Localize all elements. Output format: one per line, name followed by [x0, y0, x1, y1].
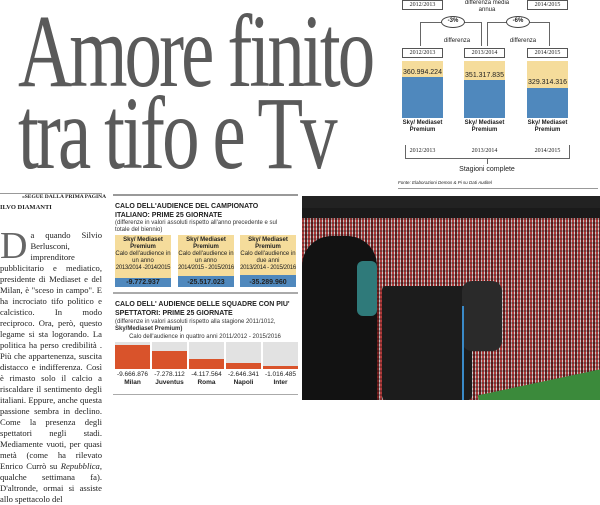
- team-value: -2.646.341: [227, 371, 260, 378]
- team-bar-fill: [189, 359, 224, 369]
- headline-line-1: Amore finito: [18, 0, 375, 109]
- season-bar-1: 360.994.224: [402, 61, 443, 118]
- season-label: Sky/ Mediaset Premium: [527, 120, 568, 133]
- source-note: Fonte: Elaborazioni Demos & Pi su Dati A…: [398, 180, 492, 185]
- season-bar-3: 329.314.316: [527, 61, 568, 118]
- season-bottom: 2013/2014: [471, 148, 498, 154]
- team-bar-juventus: [152, 342, 187, 369]
- teams-note: (differenze in valori assoluti rispetto …: [115, 319, 276, 332]
- team-name: Roma: [197, 379, 216, 386]
- season-label: Sky/ Mediaset Premium: [402, 120, 443, 133]
- team-label: -1.016.485 Inter: [262, 371, 299, 387]
- newspaper-name: Repubblica: [60, 461, 100, 471]
- teams-title: CALO DELL' AUDIENCE DELLE SQUADRE CON PI…: [115, 301, 290, 317]
- team-name: Milan: [124, 379, 141, 386]
- team-bar-milan: [115, 342, 150, 369]
- bracket-label: Stagioni complete: [459, 166, 515, 173]
- season-value: 351.317.835: [465, 72, 504, 79]
- team-value: -4.117.564: [191, 371, 222, 378]
- drop-cap: D: [0, 225, 28, 267]
- team-bar-fill: [152, 351, 187, 369]
- diff-badge-1: -3%: [441, 16, 465, 28]
- team-bar-napoli: [226, 342, 261, 369]
- audience-item-3: Sky/ Mediaset Premium Calo dell'audience …: [240, 235, 296, 287]
- team-name: Inter: [273, 379, 288, 386]
- audience-note: (differenze in valori assoluti rispetto …: [115, 220, 278, 233]
- team-value: -1.016.485: [264, 371, 297, 378]
- team-value: -9.666.876: [116, 371, 149, 378]
- stadium-photo: [302, 196, 600, 400]
- top-label: differenza media annua: [464, 0, 510, 13]
- season-label: Sky/ Mediaset Premium: [464, 120, 505, 133]
- team-bar-roma: [189, 342, 224, 369]
- headline-line-2: tra tifo e Tv: [18, 76, 338, 191]
- top-box-2: 2014/2015: [527, 0, 568, 10]
- season-box-3: 2014/2015: [527, 48, 568, 58]
- team-value: -7.278.112: [154, 371, 185, 378]
- author: ILVO DIAMANTI: [0, 204, 52, 211]
- audience-value: -25.517.023: [178, 276, 234, 287]
- team-bar-fill: [115, 345, 150, 369]
- season-value: 329.314.316: [528, 79, 567, 86]
- team-label: -9.666.876 Milan: [114, 371, 151, 387]
- teams-caption: Calo dell'audience in quattro anni 2011/…: [129, 334, 281, 340]
- body-text: a quando Silvio Berlusconi, imprenditore…: [0, 230, 102, 471]
- diff-badge-2: -6%: [506, 16, 530, 28]
- audience-item-1: Sky/ Mediaset Premium Calo dell'audience …: [115, 235, 171, 287]
- top-box-1: 2012/2013: [402, 0, 443, 10]
- diff-label-2: differenza: [509, 38, 537, 44]
- team-bar-inter: [263, 342, 298, 369]
- team-bar-fill: [263, 366, 298, 369]
- season-bottom: 2014/2015: [534, 148, 561, 154]
- team-label: -2.646.341 Napoli: [225, 371, 262, 387]
- team-label: -4.117.564 Roma: [188, 371, 225, 387]
- season-box-2: 2013/2014: [464, 48, 505, 58]
- season-value: 360.994.224: [403, 69, 442, 76]
- team-bar-fill: [226, 362, 261, 369]
- team-name: Juventus: [155, 379, 184, 386]
- season-bar-2: 351.317.835: [464, 61, 505, 118]
- kicker: «SEGUE DALLA PRIMA PAGINA: [22, 194, 107, 200]
- audience-title: CALO DELL'AUDIENCE DEL CAMPIONATO ITALIA…: [115, 203, 259, 219]
- audience-item-2: Sky/ Mediaset Premium Calo dell'audience …: [178, 235, 234, 287]
- season-bottom: 2012/2013: [409, 148, 436, 154]
- diff-label-1: differenza: [443, 38, 471, 44]
- season-box-1: 2012/2013: [402, 48, 443, 58]
- audience-value: -9.772.937: [115, 278, 171, 287]
- team-name: Napoli: [233, 379, 254, 386]
- audience-value: -35.289.960: [240, 275, 296, 287]
- team-label: -7.278.112 Juventus: [151, 371, 188, 387]
